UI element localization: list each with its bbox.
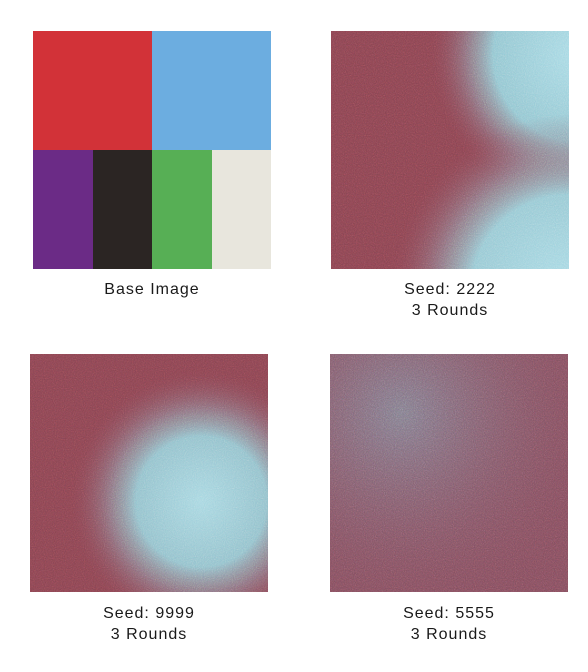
base-image-blocks bbox=[33, 31, 271, 269]
noise-svg bbox=[331, 31, 569, 269]
noise-svg bbox=[30, 354, 268, 592]
noise-image-seed-5555 bbox=[330, 354, 568, 592]
base-image bbox=[33, 31, 271, 269]
seed-2222-caption: Seed: 2222 3 Rounds bbox=[331, 279, 569, 321]
red-block bbox=[33, 31, 152, 150]
seed-9999-caption: Seed: 9999 3 Rounds bbox=[30, 603, 268, 645]
noise-grain bbox=[330, 354, 568, 592]
caption-line-2: 3 Rounds bbox=[410, 626, 488, 643]
purple-block bbox=[33, 150, 93, 269]
noise-image-seed-9999 bbox=[30, 354, 268, 592]
noise-image-seed-2222 bbox=[331, 31, 569, 269]
base-image-caption: Base Image bbox=[33, 279, 271, 300]
caption-line-1: Seed: 5555 bbox=[403, 605, 495, 622]
caption-line-1: Seed: 2222 bbox=[404, 281, 496, 298]
black-block bbox=[93, 150, 152, 269]
caption-line-2: 3 Rounds bbox=[110, 626, 188, 643]
noise-svg bbox=[330, 354, 568, 592]
seed-5555-caption: Seed: 5555 3 Rounds bbox=[330, 603, 568, 645]
caption-line-1: Base Image bbox=[104, 281, 200, 298]
off-white-block bbox=[212, 150, 271, 269]
noise-grain bbox=[30, 354, 268, 592]
caption-line-2: 3 Rounds bbox=[411, 302, 489, 319]
noise-grain bbox=[331, 31, 569, 269]
light-blue-block bbox=[152, 31, 271, 150]
green-block bbox=[152, 150, 212, 269]
caption-line-1: Seed: 9999 bbox=[103, 605, 195, 622]
